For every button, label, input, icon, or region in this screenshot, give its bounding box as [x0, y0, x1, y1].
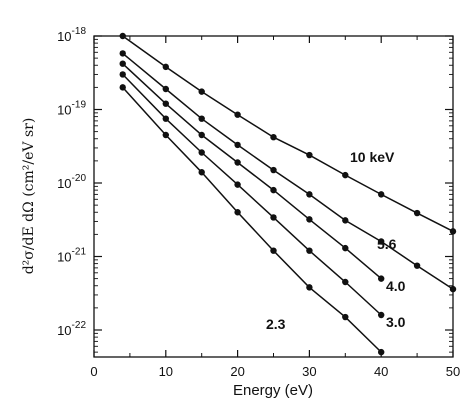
- x-axis-label: Energy (eV): [233, 382, 313, 399]
- data-point: [306, 151, 313, 159]
- data-point: [234, 141, 241, 149]
- data-point: [119, 60, 126, 67]
- x-tick-label: 0: [90, 364, 97, 379]
- series-line-2: [122, 63, 382, 280]
- data-point: [413, 262, 421, 269]
- y-axis-label: d²σ/dE dΩ (cm²/eV sr): [21, 118, 37, 275]
- data-point: [119, 32, 126, 40]
- y-tick-label: 10-22: [57, 320, 86, 338]
- data-point: [306, 284, 313, 291]
- data-point: [234, 181, 241, 188]
- data-point: [378, 311, 385, 319]
- data-point: [119, 71, 126, 78]
- x-tick-label: 50: [446, 364, 460, 379]
- data-point: [270, 133, 277, 141]
- data-point: [270, 166, 277, 174]
- data-point: [198, 88, 205, 95]
- data-point: [198, 131, 205, 139]
- series-line-0: [122, 35, 454, 232]
- data-point: [234, 209, 241, 216]
- data-point: [306, 216, 313, 223]
- data-point: [234, 111, 241, 118]
- data-point: [270, 186, 277, 194]
- series-line-3: [122, 73, 382, 316]
- data-point: [162, 131, 169, 139]
- y-tick-label: 10-21: [57, 247, 86, 265]
- x-axis: 0 10 20 30 40 50: [90, 36, 460, 379]
- x-tick-label: 20: [230, 364, 244, 379]
- data-point: [162, 115, 169, 122]
- series-label: 2.3: [266, 316, 286, 332]
- data-point: [342, 244, 349, 252]
- data-point: [198, 115, 205, 122]
- series-line-1: [122, 52, 454, 290]
- data-point: [378, 238, 385, 245]
- data-point: [270, 247, 277, 254]
- data-point: [449, 228, 457, 235]
- x-tick-label: 40: [374, 364, 388, 379]
- data-point: [119, 84, 126, 91]
- series-layer: [119, 32, 457, 356]
- data-point: [119, 50, 126, 57]
- data-point: [342, 217, 349, 224]
- data-point: [413, 209, 421, 217]
- data-point: [342, 171, 349, 179]
- x-tick-label: 30: [302, 364, 316, 379]
- data-point: [378, 191, 385, 198]
- series-labels: 10 keV 5.6 4.0 3.0 2.3: [266, 149, 406, 332]
- data-point: [306, 191, 313, 198]
- data-point: [342, 278, 349, 286]
- data-point: [162, 63, 169, 71]
- data-point: [378, 275, 385, 282]
- y-axis: 10-18 10-19 10-20 10-21 10-22: [57, 26, 453, 353]
- x-tick-label: 10: [159, 364, 173, 379]
- data-point: [198, 169, 205, 176]
- series-label: 5.6: [377, 236, 397, 252]
- plot-frame: [93, 35, 454, 358]
- data-point: [270, 214, 277, 221]
- data-point: [306, 247, 313, 254]
- data-point: [198, 149, 205, 156]
- data-point: [342, 313, 349, 321]
- series-label: 4.0: [386, 278, 406, 294]
- data-point: [234, 159, 241, 166]
- data-point: [449, 285, 457, 293]
- y-tick-label: 10-19: [57, 100, 86, 118]
- data-point: [162, 100, 169, 107]
- data-point: [162, 85, 169, 93]
- series-line-4: [122, 86, 382, 353]
- y-tick-label: 10-20: [57, 173, 86, 191]
- series-label: 10 keV: [350, 149, 395, 165]
- y-tick-label: 10-18: [57, 26, 86, 44]
- series-label: 3.0: [386, 314, 406, 330]
- data-point: [378, 348, 385, 356]
